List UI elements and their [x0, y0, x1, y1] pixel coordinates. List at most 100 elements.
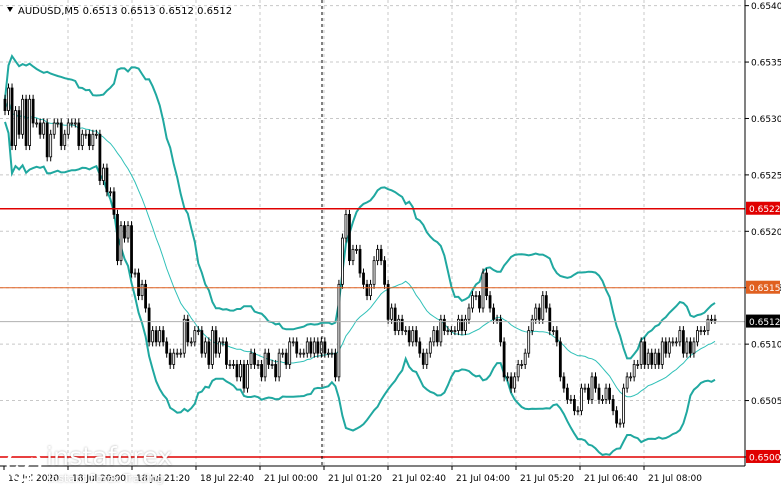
- x-tick-label: 21 Jul 01:20: [328, 474, 382, 484]
- candle-body: [699, 330, 703, 333]
- candle-body: [260, 364, 263, 378]
- candle-body: [365, 283, 369, 297]
- x-tick-label: 21 Jul 08:00: [648, 474, 702, 484]
- candle-body: [133, 272, 137, 275]
- candle-body: [221, 341, 225, 344]
- y-tick-label: 0.6525: [751, 171, 781, 181]
- logo-tagline: Instant Forex Trading: [48, 472, 164, 485]
- candle-body: [330, 352, 334, 355]
- candle-body: [439, 318, 443, 343]
- candle-body: [435, 330, 439, 343]
- upper-band-line: [4, 53, 716, 360]
- x-tick-label: 21 Jul 06:40: [584, 474, 638, 484]
- candle-body: [565, 387, 569, 400]
- candle-body: [548, 307, 552, 332]
- candle-body: [499, 318, 502, 343]
- candle-body: [404, 330, 408, 333]
- candle-body: [66, 122, 70, 135]
- candle-body: [253, 352, 256, 365]
- candle-body: [653, 352, 657, 365]
- moving-average-line: [4, 97, 716, 398]
- candle-body: [615, 410, 618, 424]
- candle-body: [509, 376, 513, 389]
- candle-body: [471, 295, 474, 309]
- candle-body: [116, 213, 119, 262]
- candle-body: [513, 376, 517, 389]
- candle-body: [172, 352, 176, 365]
- candle-body: [38, 122, 42, 135]
- candle-body: [478, 295, 481, 309]
- candle-body: [681, 330, 685, 354]
- y-tick-label: 0.6535: [751, 59, 781, 69]
- candle-body: [288, 341, 292, 365]
- candle-body: [502, 341, 506, 378]
- candle-body: [186, 318, 190, 343]
- candle-body: [348, 213, 351, 262]
- candle-body: [91, 133, 95, 146]
- candle-body: [228, 364, 232, 366]
- logo-brand: instaforex: [46, 442, 173, 471]
- candle-body: [411, 330, 415, 343]
- y-tick-label: 0.6530: [751, 115, 781, 125]
- candle-body: [161, 330, 165, 343]
- y-tick-label: 0.6505: [751, 397, 781, 407]
- candle-body: [432, 330, 436, 343]
- candle-body: [601, 399, 604, 401]
- candle-body: [397, 318, 401, 332]
- candle-body: [713, 318, 717, 321]
- candle-body: [520, 364, 524, 366]
- dropdown-triangle-icon[interactable]: [7, 7, 13, 12]
- candle-body: [193, 330, 197, 343]
- y-tick-label: 0.6510: [751, 341, 781, 351]
- candle-body: [646, 352, 650, 365]
- candle-body: [622, 387, 626, 424]
- candle-body: [249, 352, 253, 365]
- instaforex-logo-icon: [6, 446, 42, 482]
- candle-body: [407, 330, 411, 343]
- candle-body: [625, 376, 629, 389]
- candle-body: [281, 352, 285, 355]
- x-tick-label: 18 Jul 22:40: [200, 474, 254, 484]
- candle-body: [541, 295, 545, 320]
- level-price-label: 0.6515: [749, 284, 781, 294]
- candle-body: [537, 307, 541, 320]
- candle-body: [98, 133, 102, 181]
- y-tick-label: 0.6520: [751, 228, 781, 238]
- candle-body: [3, 98, 7, 111]
- level-price-box: [746, 280, 780, 294]
- candle-body: [94, 133, 98, 136]
- candle-body: [151, 330, 155, 343]
- candle-body: [618, 422, 622, 425]
- candle-body: [544, 295, 548, 309]
- level-price-box: [746, 449, 780, 463]
- candle-body: [576, 410, 580, 413]
- candle-body: [636, 364, 640, 366]
- candle-body: [179, 352, 183, 355]
- candle-body: [319, 341, 323, 354]
- y-tick-label: 0.6540: [751, 2, 781, 12]
- candle-body: [453, 330, 457, 333]
- candle-body: [573, 399, 576, 412]
- candle-body: [102, 167, 105, 181]
- candle-body: [31, 98, 35, 124]
- candle-body: [608, 387, 611, 400]
- candle-body: [291, 341, 295, 344]
- candle-body: [376, 248, 379, 262]
- candle-body: [474, 295, 478, 298]
- candle-body: [580, 387, 583, 412]
- candle-body: [196, 330, 200, 333]
- candle-body: [80, 133, 84, 146]
- candle-body: [449, 330, 453, 333]
- candle-body: [418, 341, 422, 354]
- candle-body: [182, 318, 186, 354]
- candle-body: [555, 330, 559, 343]
- x-axis-ticks: 18 Jul 2020 18 Jul 20:00 18 Jul 21:20 18 Ju…: [3, 466, 702, 484]
- x-tick-label: 18 Jul 21:20: [136, 474, 190, 484]
- x-tick-label: 18 Jul 2020: [8, 474, 59, 484]
- candle-body: [632, 364, 636, 378]
- candle-body: [667, 341, 671, 354]
- candle-body: [428, 341, 432, 354]
- candle-body: [42, 122, 46, 135]
- candle-body: [421, 352, 425, 365]
